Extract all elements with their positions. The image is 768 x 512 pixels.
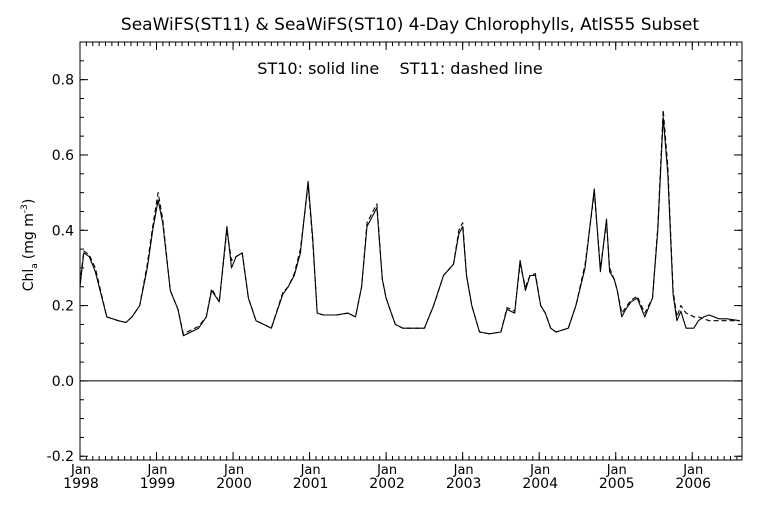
y-tick-label: 0.8: [52, 73, 74, 89]
chart-title: SeaWiFS(ST11) & SeaWiFS(ST10) 4-Day Chlo…: [121, 15, 699, 35]
y-axis-label: Chla (mg m-3): [20, 199, 40, 292]
x-tick-month-label: Jan: [147, 463, 168, 478]
y-axis-ticks: -0.2 0.0 0.2 0.4 0.6 0.8: [47, 41, 742, 465]
x-tick-year-label: 2000: [216, 476, 252, 492]
x-tick-month-label: Jan: [223, 463, 244, 478]
series-line-st11: [79, 109, 740, 335]
x-tick-year-label: 2001: [293, 476, 329, 492]
x-tick-year-label: 2003: [446, 476, 482, 492]
x-tick-month-label: Jan: [453, 463, 474, 478]
x-tick-year-label: 2006: [675, 476, 711, 492]
x-tick-month-label: Jan: [300, 463, 321, 478]
y-axis-label-unit: (mg m: [21, 213, 37, 259]
x-tick-month-label: Jan: [529, 463, 550, 478]
plot-frame: [79, 41, 743, 461]
y-axis-label-superscript: -3: [20, 204, 30, 213]
x-tick-month-label: Jan: [682, 463, 703, 478]
svg-text:Chla(mg m-3): Chla (mg m-3): [20, 199, 40, 292]
line-style-annotation: ST10: solid line ST11: dashed line: [257, 59, 542, 78]
y-tick-label: 0.6: [52, 148, 74, 164]
x-tick-month-label: Jan: [606, 463, 627, 478]
y-tick-label: 0.2: [52, 299, 74, 315]
y-axis-label-close: ): [21, 199, 37, 204]
x-tick-month-label: Jan: [70, 463, 91, 478]
x-tick-year-label: 2002: [369, 476, 405, 492]
x-tick-year-label: 1998: [63, 476, 99, 492]
x-tick-year-label: 2005: [599, 476, 635, 492]
y-axis-label-main: Chl: [21, 269, 37, 292]
y-tick-label: 0.0: [52, 374, 74, 390]
x-tick-year-label: 1999: [140, 476, 176, 492]
x-tick-month-label: Jan: [376, 463, 397, 478]
x-tick-year-label: 2004: [522, 476, 558, 492]
y-tick-label: 0.4: [52, 223, 74, 239]
y-tick-label: -0.2: [47, 449, 74, 465]
series-lines: [79, 109, 740, 337]
y-axis-label-subscript: a: [30, 263, 40, 269]
x-axis-ticks: Jan1998Jan1999Jan2000Jan2001Jan2002Jan20…: [63, 42, 738, 492]
